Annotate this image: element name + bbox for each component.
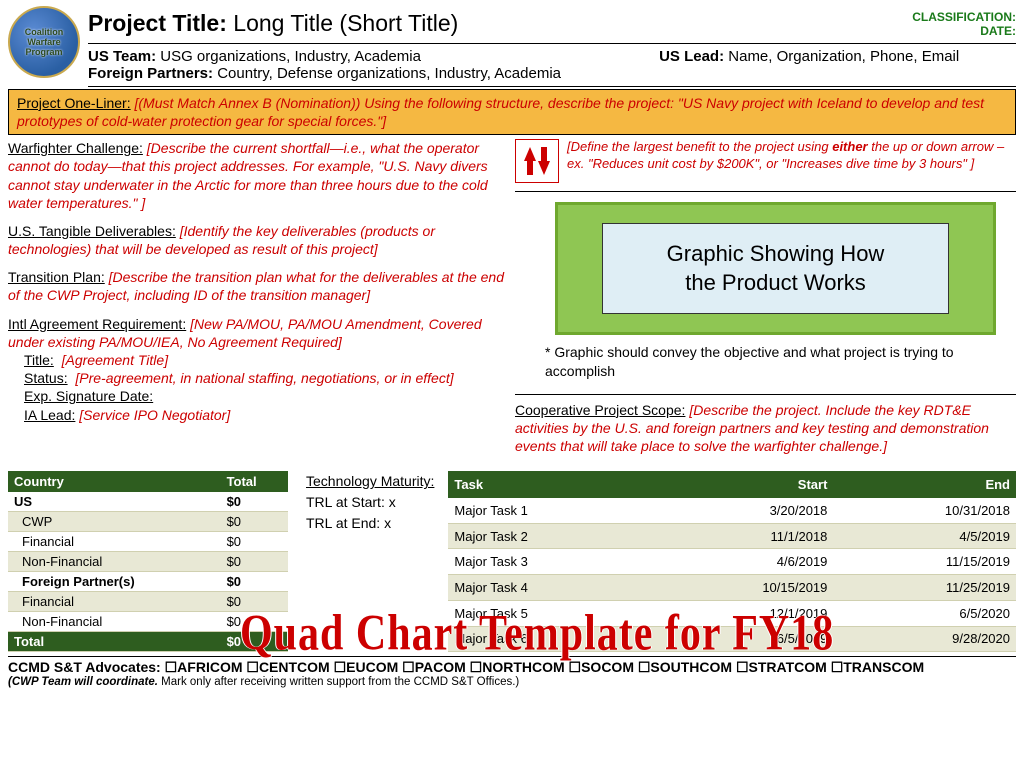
team-row: US Team: USG organizations, Industry, Ac…: [88, 43, 1016, 87]
logo-text-3: Program: [25, 47, 62, 57]
table-row: Major Task 66/5/20199/28/2020: [448, 626, 1016, 652]
footer: CCMD S&T Advocates: ☐AFRICOM ☐CENTCOM ☐E…: [8, 656, 1016, 688]
table-row: Major Task 410/15/201911/25/2019: [448, 575, 1016, 601]
tech-maturity: Technology Maturity: TRL at Start: x TRL…: [306, 471, 434, 652]
benefit-text: [Define the largest benefit to the proje…: [567, 139, 1016, 173]
table-row: Foreign Partner(s)$0: [8, 572, 288, 592]
ia-exp-label: Exp. Signature Date:: [24, 388, 153, 404]
ia-title-label: Title:: [24, 352, 54, 368]
logo-text-1: Coalition: [25, 27, 64, 37]
left-column: Warfighter Challenge: [Describe the curr…: [8, 139, 509, 465]
intl-label: Intl Agreement Requirement:: [8, 316, 186, 332]
table-row: Major Task 13/20/201810/31/2018: [448, 498, 1016, 523]
arrow-icon: [515, 139, 559, 183]
ia-lead-text: [Service IPO Negotiator]: [79, 407, 230, 423]
table-row: Major Task 34/6/201911/15/2019: [448, 549, 1016, 575]
table-row: Major Task 211/1/20184/5/2019: [448, 523, 1016, 549]
table-row: CWP$0: [8, 512, 288, 532]
table-row: Non-Financial$0: [8, 552, 288, 572]
funding-table: CountryTotal US$0CWP$0Financial$0Non-Fin…: [8, 471, 288, 652]
transition-label: Transition Plan:: [8, 269, 105, 285]
scope-label: Cooperative Project Scope:: [515, 402, 685, 418]
ia-status-text: [Pre-agreement, in national staffing, ne…: [75, 370, 453, 386]
table-row: Non-Financial$0: [8, 612, 288, 632]
table-row: Financial$0: [8, 532, 288, 552]
table-row: US$0: [8, 492, 288, 512]
project-oneliner: Project One-Liner: [(Must Match Annex B …: [8, 89, 1016, 135]
benefit-box: [Define the largest benefit to the proje…: [515, 139, 1016, 192]
table-row: Financial$0: [8, 592, 288, 612]
ia-lead-label: IA Lead:: [24, 407, 75, 423]
header: Coalition Warfare Program Project Title:…: [8, 6, 1016, 87]
task-table: TaskStartEnd Major Task 13/20/201810/31/…: [448, 471, 1016, 652]
right-column: [Define the largest benefit to the proje…: [515, 139, 1016, 465]
page-title: Project Title: Long Title (Short Title): [88, 10, 458, 37]
deliverables-label: U.S. Tangible Deliverables:: [8, 223, 176, 239]
graphic-placeholder: Graphic Showing How the Product Works: [555, 202, 996, 335]
bottom-row: CountryTotal US$0CWP$0Financial$0Non-Fin…: [8, 471, 1016, 652]
cwp-logo: Coalition Warfare Program: [8, 6, 80, 78]
logo-text-2: Warfare: [27, 37, 60, 47]
table-row: Major Task 512/1/20196/5/2020: [448, 600, 1016, 626]
ia-title-text: [Agreement Title]: [62, 352, 168, 368]
warfighter-label: Warfighter Challenge:: [8, 140, 143, 156]
classification-box: CLASSIFICATION: DATE:: [912, 10, 1016, 39]
ia-status-label: Status:: [24, 370, 68, 386]
graphic-note: * Graphic should convey the objective an…: [545, 343, 1016, 379]
